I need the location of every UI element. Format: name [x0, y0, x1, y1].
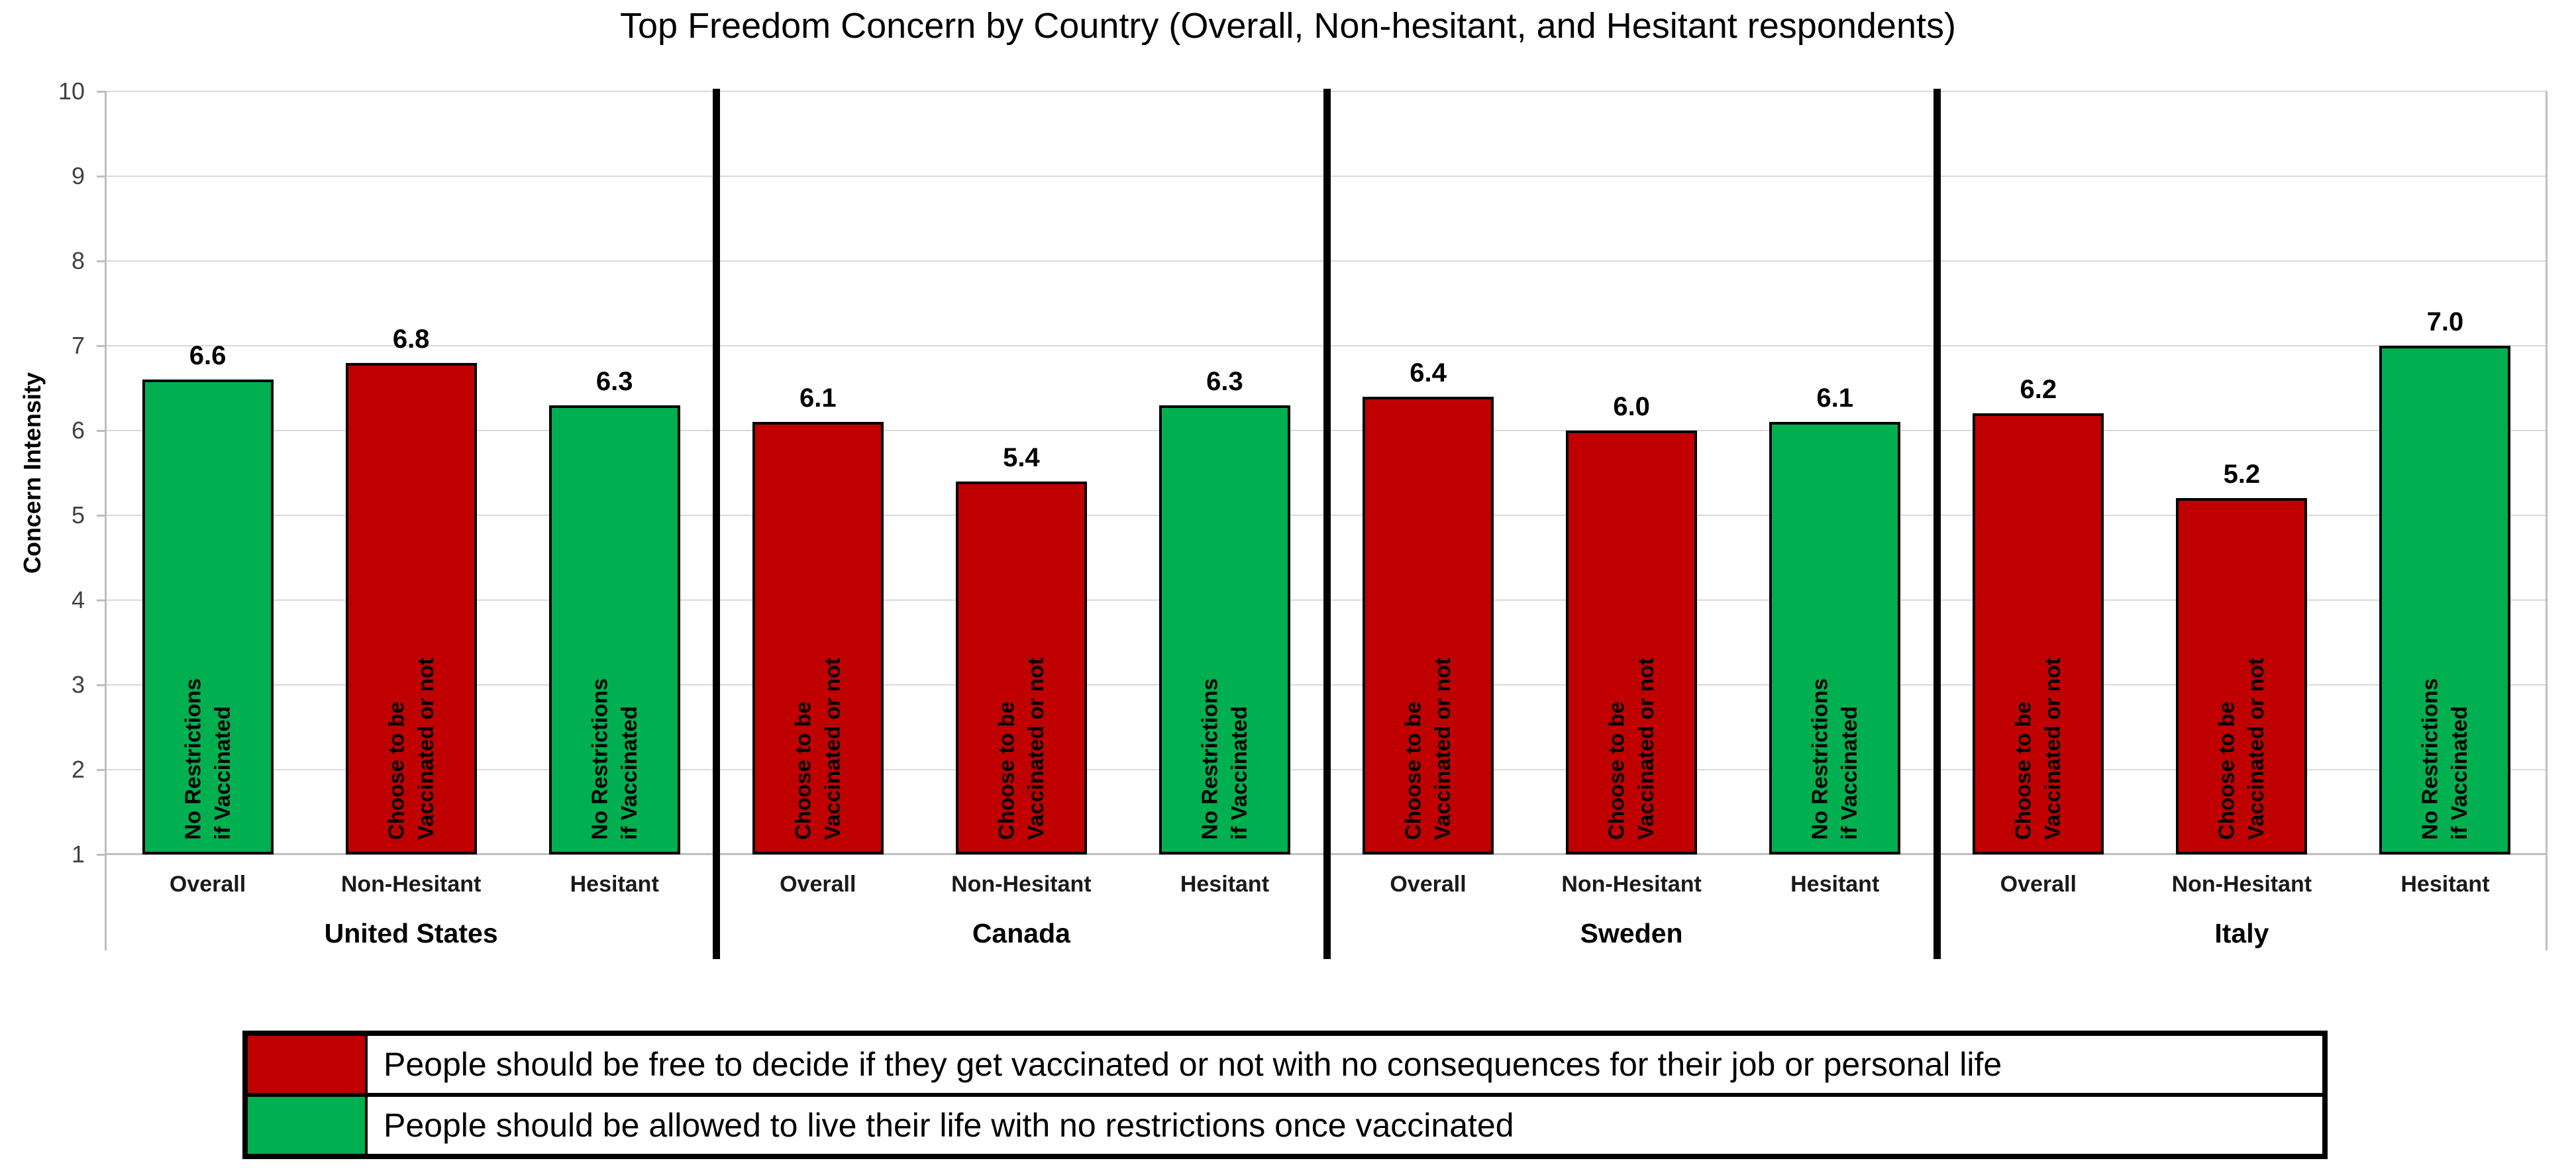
- country-label: United States: [324, 918, 498, 948]
- country-separator-line: [1323, 89, 1331, 959]
- bar-value-label: 6.4: [1410, 358, 1447, 387]
- bar: 6.3 No Restrictions if Vaccinated: [548, 367, 680, 854]
- y-axis-tick-label: 3: [71, 671, 85, 698]
- bar-value-label: 6.0: [1613, 392, 1650, 421]
- y-axis-tick-label: 8: [71, 247, 85, 274]
- bar-value-label: 6.1: [799, 383, 837, 413]
- country-label: Italy: [2214, 918, 2269, 948]
- y-axis-tick-label: 1: [71, 841, 85, 868]
- bar-concern-label: Choose to be Vaccinated or not: [994, 657, 1048, 840]
- y-axis-tick-mark: [97, 854, 106, 856]
- bar-concern-label: No Restrictions if Vaccinated: [1807, 678, 1862, 840]
- country-label: Sweden: [1580, 918, 1683, 948]
- bar-value-label: 6.2: [2020, 375, 2057, 405]
- chart-title: Top Freedom Concern by Country (Overall,…: [620, 6, 1956, 46]
- bar: 6.2 Choose to be Vaccinated or not: [1973, 375, 2104, 854]
- category-label: Non-Hesitant: [340, 872, 482, 897]
- legend-label-no-restrictions: People should be allowed to live their l…: [384, 1107, 1514, 1144]
- bar-value-label: 6.1: [1816, 383, 1854, 413]
- bar-concern-label: No Restrictions if Vaccinated: [1197, 678, 1251, 840]
- y-axis-tick-mark: [97, 345, 106, 347]
- bar: 6.1 No Restrictions if Vaccinated: [1769, 383, 1901, 854]
- bar: 5.4 Choose to be Vaccinated or not: [955, 443, 1087, 854]
- legend: People should be free to decide if they …: [242, 1031, 2328, 1159]
- legend-row-no-restrictions: People should be allowed to live their l…: [248, 1097, 2322, 1154]
- y-axis-tick-label: 4: [71, 586, 85, 613]
- bar-concern-label: Choose to be Vaccinated or not: [2010, 657, 2065, 840]
- category-label: Non-Hesitant: [1561, 872, 1702, 897]
- category-label: Overall: [2000, 872, 2077, 897]
- y-axis-tick-label: 6: [71, 417, 85, 444]
- bar-concern-label: Choose to be Vaccinated or not: [790, 657, 845, 840]
- country-label: Canada: [972, 918, 1070, 948]
- y-axis-tick-mark: [97, 515, 106, 517]
- bar: 6.4 Choose to be Vaccinated or not: [1363, 358, 1494, 854]
- category-label: Overall: [780, 872, 856, 897]
- y-axis-tick-mark: [97, 260, 106, 262]
- category-label: Overall: [1390, 872, 1467, 897]
- bar-value-label: 6.3: [1206, 366, 1243, 396]
- bar-value-label: 6.6: [189, 341, 227, 371]
- bar-concern-label: Choose to be Vaccinated or not: [384, 657, 438, 840]
- y-axis-tick-mark: [97, 599, 106, 601]
- bar-value-label: 7.0: [2426, 307, 2464, 336]
- y-axis-tick-label: 7: [71, 332, 85, 359]
- bar-concern-label: Choose to be Vaccinated or not: [1400, 657, 1455, 840]
- bar: 6.8 Choose to be Vaccinated or not: [345, 325, 477, 854]
- y-axis-tick-mark: [97, 769, 106, 771]
- category-label: Hesitant: [570, 872, 659, 897]
- y-axis-tick-mark: [97, 430, 106, 432]
- y-axis-tick-mark: [97, 91, 106, 93]
- bar-value-label: 5.4: [1003, 442, 1040, 472]
- bar-value-label: 6.3: [595, 366, 633, 396]
- category-label: Hesitant: [1180, 872, 1270, 897]
- y-axis-tick-label: 5: [71, 501, 85, 529]
- legend-swatch-red: [248, 1036, 368, 1093]
- bar: 6.6 No Restrictions if Vaccinated: [142, 341, 274, 854]
- bar: 6.0 Choose to be Vaccinated or not: [1566, 392, 1698, 854]
- category-label: Hesitant: [2400, 872, 2490, 897]
- y-axis-title: Concern Intensity: [19, 372, 46, 574]
- legend-row-choose: People should be free to decide if they …: [248, 1036, 2322, 1097]
- category-label: Non-Hesitant: [2171, 872, 2312, 897]
- bar: 6.1 Choose to be Vaccinated or not: [752, 383, 884, 854]
- bar-concern-label: Choose to be Vaccinated or not: [1604, 657, 1659, 840]
- country-separator-line: [713, 89, 721, 959]
- bar: 7.0 No Restrictions if Vaccinated: [2379, 307, 2511, 854]
- bar-concern-label: Choose to be Vaccinated or not: [2214, 657, 2269, 840]
- y-axis-tick-mark: [97, 176, 106, 178]
- plot-left-edge-line: [105, 91, 107, 950]
- category-label: Overall: [169, 872, 246, 897]
- bar-concern-label: No Restrictions if Vaccinated: [2417, 678, 2472, 840]
- y-axis-tick-label: 2: [71, 756, 85, 783]
- bar-concern-label: No Restrictions if Vaccinated: [180, 678, 234, 840]
- category-label: Non-Hesitant: [951, 872, 1092, 897]
- y-axis-tick-label: 10: [58, 77, 85, 105]
- y-axis-tick-mark: [97, 684, 106, 686]
- country-separator-line: [1933, 89, 1941, 959]
- plot-right-edge-line: [2546, 91, 2548, 950]
- bar-value-label: 5.2: [2223, 460, 2261, 489]
- legend-label-choose: People should be free to decide if they …: [384, 1046, 2002, 1083]
- bar: 6.3 No Restrictions if Vaccinated: [1159, 367, 1290, 854]
- legend-swatch-green: [248, 1097, 368, 1154]
- bar: 5.2 Choose to be Vaccinated or not: [2176, 460, 2308, 854]
- category-label: Hesitant: [1790, 872, 1880, 897]
- bar-concern-label: No Restrictions if Vaccinated: [587, 678, 641, 840]
- y-axis-title-wrap: Concern Intensity: [9, 91, 56, 854]
- bar-value-label: 6.8: [392, 324, 430, 354]
- y-axis-tick-label: 9: [71, 162, 85, 189]
